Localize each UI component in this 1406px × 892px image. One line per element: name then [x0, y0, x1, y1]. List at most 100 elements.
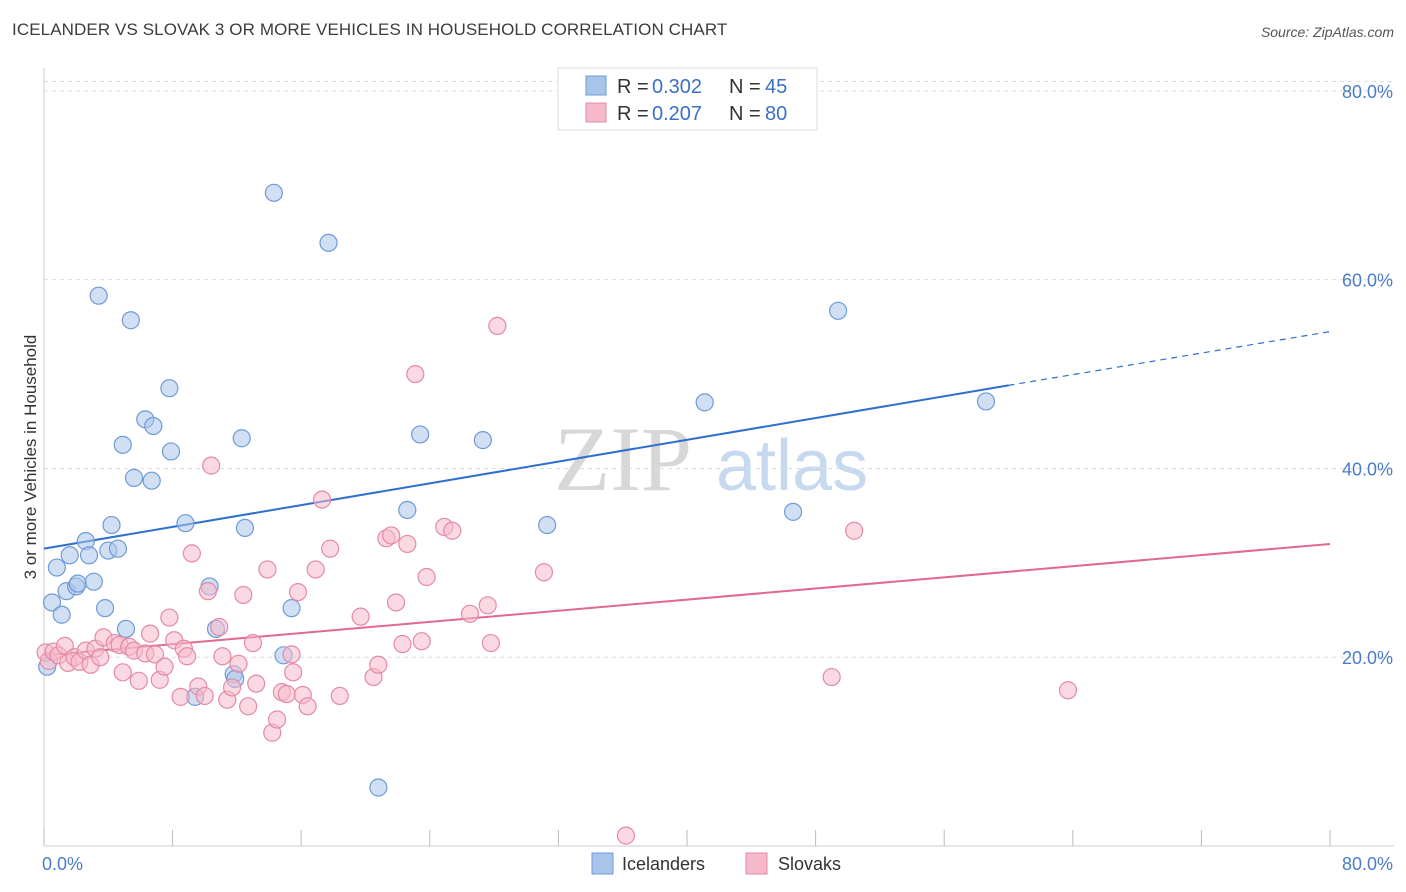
point-icelanders: [113, 435, 132, 454]
point-icelanders: [52, 605, 71, 624]
point-icelanders: [176, 514, 195, 533]
point-icelanders: [473, 431, 492, 450]
point-slovaks: [91, 648, 110, 667]
point-slovaks: [330, 686, 349, 706]
point-slovaks: [288, 582, 308, 602]
axes: [43, 68, 1394, 847]
point-slovaks: [202, 456, 221, 475]
gridlines: [44, 80, 1394, 658]
point-icelanders: [102, 515, 121, 535]
point-slovaks: [406, 364, 425, 384]
point-slovaks: [412, 632, 431, 651]
legend-r-label-1: R =: [617, 76, 649, 98]
point-slovaks: [306, 560, 325, 579]
point-slovaks: [460, 604, 480, 623]
point-slovaks: [398, 534, 417, 554]
point-icelanders: [144, 416, 163, 436]
point-slovaks: [145, 645, 165, 664]
point-icelanders: [538, 515, 557, 535]
bottom-legend-slovaks: Slovaks: [778, 854, 841, 874]
point-icelanders: [235, 518, 255, 538]
point-slovaks: [282, 645, 301, 664]
point-icelanders: [108, 539, 128, 558]
y-tick-label: 60.0%: [1342, 271, 1393, 291]
point-slovaks: [129, 671, 148, 690]
point-slovaks: [1058, 681, 1078, 700]
point-slovaks: [171, 687, 190, 706]
y-tick-label: 80.0%: [1342, 82, 1393, 102]
legend-swatch-slovaks: [585, 102, 607, 123]
point-icelanders: [124, 468, 144, 487]
point-icelanders: [695, 393, 714, 412]
y-tick-label: 40.0%: [1342, 459, 1393, 479]
point-slovaks: [488, 316, 507, 336]
legend-n-label-1: N =: [729, 76, 761, 98]
point-slovaks: [234, 585, 253, 605]
point-slovaks: [182, 544, 201, 563]
x-tick-label-max: 80.0%: [1342, 854, 1393, 874]
point-slovaks: [267, 710, 287, 729]
x-tick-label-min: 0.0%: [42, 854, 83, 874]
watermark-atlas: atlas: [716, 426, 868, 506]
point-icelanders: [976, 392, 996, 411]
legend-r-value-2: 0.207: [652, 103, 702, 125]
y-tick-label: 20.0%: [1342, 648, 1393, 668]
point-icelanders: [783, 502, 803, 521]
point-icelanders: [369, 778, 388, 797]
legend-n-label-2: N =: [729, 103, 761, 125]
point-slovaks: [321, 539, 340, 558]
point-icelanders: [42, 593, 62, 612]
point-slovaks: [140, 624, 160, 643]
point-icelanders: [319, 233, 338, 252]
point-icelanders: [79, 546, 99, 565]
bottom-legend-swatch-icelanders: [591, 852, 614, 875]
point-icelanders: [264, 183, 283, 202]
legend-n-value-1: 45: [765, 76, 787, 98]
point-icelanders: [411, 425, 430, 444]
point-icelanders: [161, 442, 181, 461]
point-slovaks: [277, 684, 296, 704]
point-slovaks: [239, 697, 258, 716]
point-slovaks: [351, 607, 370, 626]
point-slovaks: [198, 582, 218, 601]
point-icelanders: [398, 500, 417, 520]
point-slovaks: [822, 667, 841, 687]
legend-n-value-2: 80: [765, 103, 787, 125]
point-slovaks: [213, 647, 232, 666]
point-icelanders: [95, 599, 115, 618]
point-slovaks: [369, 655, 388, 674]
bottom-legend: Icelanders Slovaks: [591, 852, 841, 875]
point-slovaks: [160, 608, 179, 627]
point-slovaks: [382, 526, 401, 545]
point-slovaks: [386, 593, 406, 612]
point-icelanders: [160, 379, 179, 398]
point-slovaks: [478, 596, 497, 615]
point-slovaks: [534, 563, 554, 582]
point-slovaks: [481, 633, 500, 653]
point-icelanders: [84, 572, 103, 591]
point-slovaks: [845, 521, 864, 540]
point-icelanders: [89, 286, 108, 305]
point-icelanders: [232, 429, 251, 448]
point-slovaks: [229, 654, 248, 673]
legend-r-value-1: 0.302: [652, 76, 702, 98]
point-icelanders: [121, 311, 140, 330]
point-icelanders: [829, 301, 848, 320]
point-slovaks: [284, 663, 303, 682]
point-icelanders: [282, 599, 301, 618]
trend-line-icelanders: [43, 384, 1009, 550]
point-icelanders: [142, 471, 161, 490]
point-slovaks: [616, 826, 636, 845]
tick-labels: 20.0% 40.0% 60.0% 80.0% 0.0% 80.0%: [42, 82, 1393, 874]
point-slovaks: [298, 697, 317, 716]
point-slovaks: [258, 560, 277, 579]
legend-r-label-2: R =: [617, 103, 649, 125]
point-icelanders: [47, 558, 66, 577]
point-icelanders: [116, 619, 136, 639]
chart-title: ICELANDER VS SLOVAK 3 OR MORE VEHICLES I…: [12, 20, 728, 39]
point-slovaks: [155, 657, 174, 676]
point-slovaks: [195, 686, 214, 706]
y-axis-label: 3 or more Vehicles in Household: [21, 335, 40, 580]
point-slovaks: [247, 674, 266, 693]
